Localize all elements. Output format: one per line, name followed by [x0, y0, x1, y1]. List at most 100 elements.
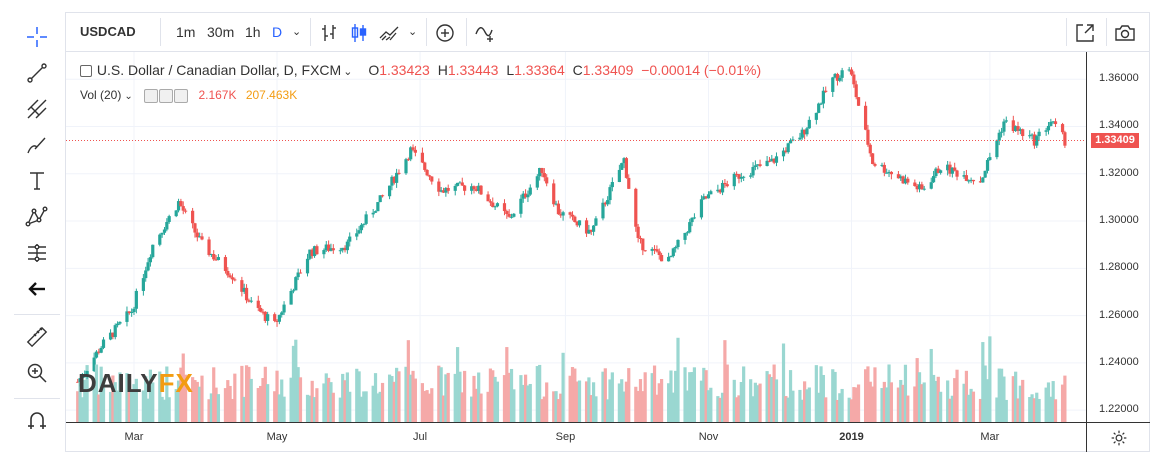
price-chart[interactable]	[66, 52, 1086, 422]
candle-body	[657, 251, 661, 256]
volume-bar	[132, 384, 136, 422]
eye-icon[interactable]	[144, 88, 159, 103]
candle-type-icon[interactable]	[346, 20, 372, 46]
volume-bar	[988, 336, 992, 422]
candle-body	[720, 182, 725, 193]
volume-bar	[622, 391, 626, 422]
volume-bar	[591, 382, 596, 422]
volume-bar	[1021, 379, 1025, 422]
trend-line-icon[interactable]	[22, 58, 52, 88]
time-axis[interactable]: Mar May Jul Sep Nov 2019 Mar	[66, 422, 1086, 452]
volume-bar	[256, 387, 260, 422]
candle-body	[176, 201, 181, 211]
settings-icon[interactable]	[1086, 422, 1150, 452]
candle-body	[587, 229, 591, 234]
volume-bar	[735, 397, 739, 422]
volume-bar	[427, 393, 432, 422]
ruler-icon[interactable]	[22, 322, 52, 352]
candle-body	[570, 214, 575, 217]
volume-bar	[821, 374, 825, 422]
change-value: −0.00014 (−0.01%)	[641, 62, 762, 78]
candle-body	[132, 308, 136, 313]
volume-bar	[348, 391, 352, 422]
price-axis[interactable]: 1.36000 1.34000 1.32000 1.30000 1.28000 1.260…	[1086, 52, 1150, 422]
candle-body	[906, 178, 910, 183]
symbol-search[interactable]: USDCAD	[80, 24, 136, 39]
candle-body	[749, 175, 753, 177]
volume-bar	[130, 390, 134, 422]
candle-body	[305, 258, 310, 274]
volume-dropdown-icon[interactable]: ⌄	[124, 91, 133, 102]
candle-body	[538, 167, 542, 177]
volume-bar	[1011, 376, 1015, 422]
candle-body	[446, 187, 450, 191]
candle-body	[545, 177, 549, 184]
volume-bar	[838, 393, 842, 422]
close-label: C	[572, 62, 583, 78]
candle-body	[784, 150, 788, 153]
area-type-icon[interactable]	[376, 20, 402, 46]
volume-bar	[603, 368, 607, 422]
pattern-icon[interactable]	[22, 202, 52, 232]
candle-body	[76, 381, 80, 383]
volume-bar	[742, 366, 746, 422]
volume-bar	[282, 396, 286, 422]
volume-bar	[953, 378, 957, 422]
volume-bar	[751, 396, 755, 422]
volume-bar	[568, 375, 572, 422]
candle-body	[831, 77, 835, 92]
interval-dropdown[interactable]: ⌄	[292, 26, 302, 38]
candle-body	[505, 211, 509, 215]
candle-body	[753, 165, 757, 167]
candle-body	[671, 248, 675, 257]
candle-body	[495, 203, 500, 207]
bar-type-icon[interactable]	[316, 20, 342, 46]
volume-bar	[406, 340, 410, 422]
candle-body	[409, 147, 413, 160]
text-icon[interactable]	[22, 166, 52, 196]
volume-bar	[327, 377, 331, 422]
candle-body	[474, 189, 478, 191]
candle-body	[591, 225, 596, 232]
volume-bar	[1028, 397, 1032, 422]
candle-body	[887, 171, 891, 173]
chart-type-dropdown[interactable]: ⌄	[408, 26, 418, 38]
interval-30m[interactable]: 30m	[207, 24, 235, 40]
pitchfork-icon[interactable]	[22, 94, 52, 124]
candle-body	[1004, 120, 1008, 122]
volume-bar	[545, 382, 549, 422]
volume-bar	[657, 383, 661, 422]
camera-icon[interactable]	[1112, 20, 1138, 46]
volume-bar	[1032, 398, 1037, 422]
compare-icon[interactable]	[472, 20, 498, 46]
candle-body	[509, 216, 514, 218]
fullscreen-icon[interactable]	[1072, 20, 1098, 46]
candle-body	[807, 119, 811, 129]
candle-body	[115, 323, 120, 326]
candle-body	[209, 253, 213, 255]
volume-bar	[997, 368, 1001, 422]
collapse-legend-icon[interactable]	[80, 65, 92, 78]
close-icon[interactable]	[174, 88, 189, 103]
zoom-in-icon[interactable]	[22, 358, 52, 388]
crosshair-icon[interactable]	[22, 22, 52, 52]
magnet-icon[interactable]	[22, 406, 52, 436]
candle-body	[181, 206, 185, 211]
volume-bar	[798, 389, 802, 422]
volume-bar	[995, 397, 999, 422]
brush-icon[interactable]	[22, 130, 52, 160]
candle-body	[674, 247, 678, 249]
volume-bar	[308, 395, 312, 422]
series-dropdown-icon[interactable]: ⌄	[343, 66, 353, 78]
add-indicator-icon[interactable]	[432, 20, 458, 46]
candle-body	[94, 351, 99, 358]
gear-icon[interactable]	[159, 88, 174, 103]
series-name[interactable]: U.S. Dollar / Canadian Dollar, D, FXCM	[96, 62, 342, 78]
interval-1m[interactable]: 1m	[176, 24, 196, 40]
interval-1h[interactable]: 1h	[245, 24, 261, 40]
interval-d[interactable]: D	[272, 24, 283, 40]
back-arrow-icon[interactable]	[22, 274, 52, 304]
candle-body	[83, 373, 87, 378]
volume-label[interactable]: Vol (20)	[80, 88, 122, 102]
prediction-icon[interactable]	[22, 238, 52, 268]
